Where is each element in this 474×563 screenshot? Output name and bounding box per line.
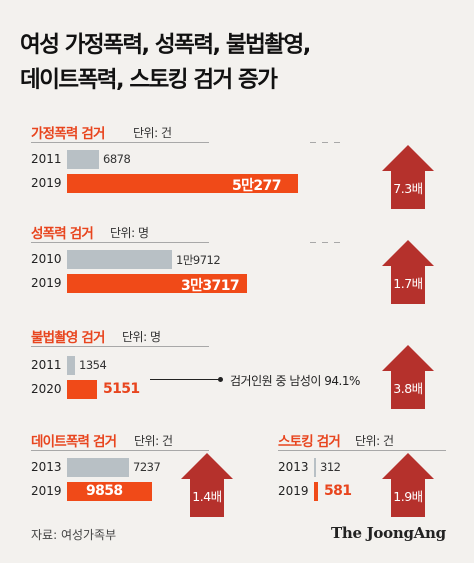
increase-label: 1.7배 [393,276,423,291]
increase-label: 1.4배 [192,489,222,504]
chart-title-sexual-violence: 성폭력 검거 [31,226,94,242]
callout-text: 검거인원 중 남성이 94.1% [230,374,360,388]
callout-dot [218,377,223,382]
section-divider [31,346,209,347]
bar-earlier [67,458,129,477]
chart-unit-illegal-filming: 단위: 명 [122,330,161,344]
section-divider [278,450,446,451]
value-label-earlier: 6878 [103,152,131,166]
page-title-line2: 데이트폭력, 스토킹 검거 증가 [20,67,278,93]
value-label-earlier: 1만9712 [176,253,221,267]
bar-earlier [67,150,99,169]
value-label-recent: 3만3717 [181,278,240,294]
bar-recent [67,482,152,501]
bar-recent [67,380,97,399]
up-arrow-icon [382,145,434,209]
increase-arrow [181,453,233,517]
increase-arrow [382,453,434,517]
tick-mark [322,242,328,243]
value-label-earlier: 7237 [133,460,161,474]
bar-recent [314,482,318,501]
year-label: 2010 [31,252,62,266]
tick-mark [310,242,316,243]
callout-line [150,379,220,380]
section-divider [31,142,209,143]
increase-arrow [382,345,434,409]
year-label: 2020 [31,382,62,396]
increase-arrow [382,240,434,304]
chart-title-dating-violence: 데이트폭력 검거 [31,434,117,450]
bar-recent [67,274,247,293]
section-divider [31,450,209,451]
up-arrow-icon [382,453,434,517]
page-title-line1: 여성 가정폭력, 성폭력, 불법촬영, [20,32,311,58]
year-label: 2019 [31,484,62,498]
year-label: 2013 [278,460,309,474]
bar-earlier [314,458,316,477]
tick-mark [334,142,340,143]
year-label: 2019 [278,484,309,498]
value-label-recent: 9858 [86,483,123,499]
value-label-recent: 5만277 [232,178,281,194]
value-label-recent: 581 [324,483,352,499]
up-arrow-icon [382,345,434,409]
value-label-earlier: 1354 [79,358,107,372]
chart-title-domestic-violence: 가정폭력 검거 [31,126,105,142]
tick-mark [310,142,316,143]
year-label: 2011 [31,152,62,166]
year-label: 2019 [31,176,62,190]
chart-unit-stalking: 단위: 건 [355,434,394,448]
tick-mark [322,142,328,143]
increase-label: 3.8배 [393,381,423,396]
value-label-earlier: 312 [320,460,341,474]
up-arrow-icon [382,240,434,304]
chart-unit-sexual-violence: 단위: 명 [110,226,149,240]
increase-arrow [382,145,434,209]
bar-recent [67,174,298,193]
value-label-recent: 5151 [103,381,140,397]
year-label: 2019 [31,276,62,290]
bar-earlier [67,356,75,375]
tick-mark [334,242,340,243]
bar-earlier [67,250,172,269]
chart-unit-dating-violence: 단위: 건 [134,434,173,448]
chart-unit-domestic-violence: 단위: 건 [133,126,172,140]
up-arrow-icon [181,453,233,517]
chart-title-illegal-filming: 불법촬영 검거 [31,330,105,346]
increase-label: 7.3배 [393,181,423,196]
section-divider [31,242,209,243]
chart-title-stalking: 스토킹 검거 [278,434,341,450]
brand-logo: The JoongAng [331,524,446,542]
increase-label: 1.9배 [393,489,423,504]
year-label: 2013 [31,460,62,474]
source-note: 자료: 여성가족부 [31,528,117,542]
year-label: 2011 [31,358,62,372]
